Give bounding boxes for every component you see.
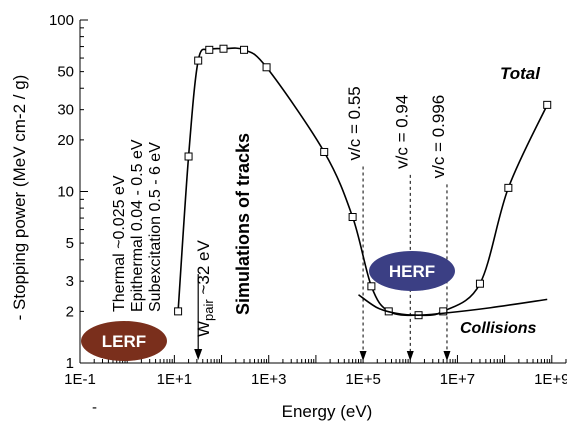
x-tick-label: 1E+3	[251, 371, 286, 388]
herf-badge-text: HERF	[389, 262, 435, 281]
collisions-label: Collisions	[460, 320, 537, 337]
vc-marker-label: v/c = 0.996	[429, 95, 448, 179]
y-tick-label: 1	[66, 355, 74, 372]
tracks-label: Simulations of tracks	[233, 133, 253, 315]
markers-layer: v/c = 0.55 v/c = 0.94 v/c = 0.996	[194, 86, 451, 361]
data-point	[240, 45, 249, 54]
epithermal-label: Epithermal 0.04 - 0.5 eV	[129, 139, 146, 312]
wpair-label: Wpair ~32 eV	[194, 240, 216, 337]
x-tick-label: 1E+9	[534, 371, 567, 388]
y-axis-title: - Stopping power (MeV cm-2 / g)	[10, 75, 29, 321]
y-tick-label: 20	[57, 132, 74, 149]
data-point	[475, 279, 484, 288]
data-point	[184, 152, 193, 161]
lerf-badge: LERF	[81, 321, 167, 361]
axes: 1E-1 1E+1 1E+3 1E+5 1E+7 1E+9 1 2 3 5 10 20 30 50 100 E…	[10, 12, 567, 421]
data-point	[219, 44, 228, 53]
herf-badge: HERF	[369, 251, 455, 291]
y-tick-label: 5	[66, 235, 74, 252]
data-point	[262, 63, 271, 72]
data-point	[348, 213, 357, 222]
x-tick-label: 1E+1	[157, 371, 192, 388]
y-tick-label: 10	[57, 184, 74, 201]
wpair-arrow-head	[194, 349, 203, 360]
y-tick-label: 100	[49, 12, 74, 29]
x-tick-label: 1E+5	[345, 371, 380, 388]
lerf-badge-text: LERF	[102, 332, 146, 351]
data-point	[194, 56, 203, 65]
series-line-collisions	[358, 294, 548, 316]
vc-marker-label: v/c = 0.94	[392, 95, 411, 169]
x-axis-title: Energy (eV)	[282, 402, 373, 421]
data-point	[543, 100, 552, 109]
y-tick-label: 30	[57, 102, 74, 119]
x-tick-label: 1E+7	[440, 371, 475, 388]
data-point	[320, 147, 329, 156]
y-tick-label: 50	[57, 64, 74, 81]
y-tick-label: 3	[66, 273, 74, 290]
stray-dash: -	[92, 399, 97, 416]
data-point	[504, 183, 513, 192]
vc-marker-arrow	[443, 351, 451, 361]
vc-marker-arrow	[406, 351, 414, 361]
vc-marker-arrow	[359, 351, 367, 361]
thermal-label: Thermal ~0.025 eV	[111, 175, 128, 312]
x-tick-label: 1E-1	[64, 371, 96, 388]
data-point	[174, 307, 183, 316]
data-point	[367, 282, 376, 291]
subexcitation-label: Subexcitation 0.5 - 6 eV	[147, 142, 164, 312]
total-label: Total	[500, 64, 541, 83]
data-point	[205, 45, 214, 54]
vc-marker-label: v/c = 0.55	[345, 86, 364, 160]
y-tick-label: 2	[66, 303, 74, 320]
series-layer	[174, 44, 552, 320]
